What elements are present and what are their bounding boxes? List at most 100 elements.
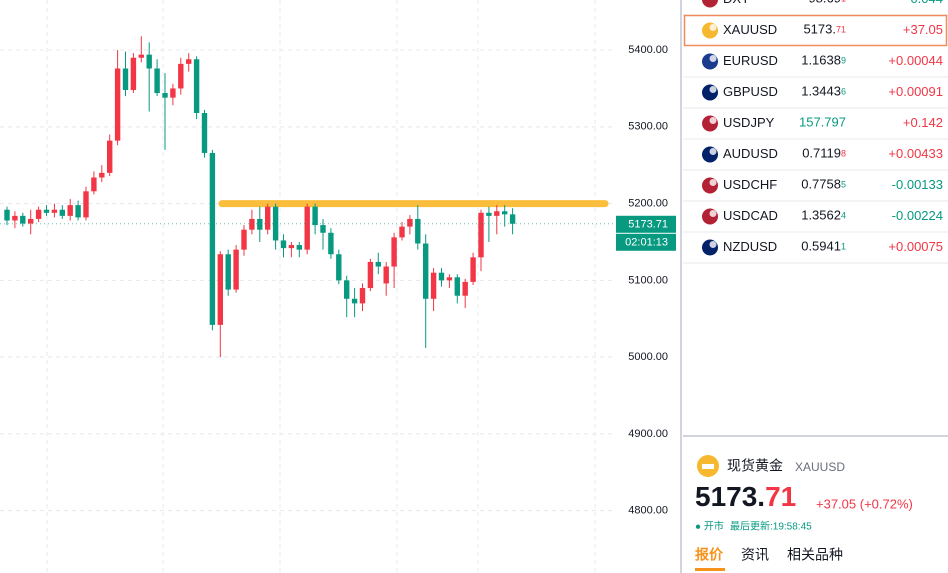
price-tail: 4 <box>841 211 846 221</box>
candle-body <box>509 214 516 224</box>
change: -0.044 <box>906 0 943 6</box>
flag-icon-inner <box>709 179 717 186</box>
watchlist-row[interactable]: EURUSD 1.16389 +0.00044 <box>683 53 948 78</box>
candle-body <box>304 206 310 250</box>
change: +0.00075 <box>888 239 943 254</box>
candle-body <box>43 209 50 213</box>
watchlist-row[interactable]: AUDUSD 0.71198 +0.00433 <box>683 146 948 171</box>
change: +37.05 <box>903 22 943 37</box>
candle-body <box>415 218 421 244</box>
price-tail: 1 <box>841 0 846 4</box>
candle-body <box>399 226 405 238</box>
candle-body <box>28 218 34 224</box>
price-main: 0.7758 <box>801 177 841 192</box>
price: 0.71198 <box>802 146 846 161</box>
symbol: XAUUSD <box>723 22 777 37</box>
last-price-label: 5173.71 <box>628 219 668 231</box>
candle-body <box>407 218 413 227</box>
candle-body <box>336 254 342 281</box>
price: 0.59411 <box>801 239 846 254</box>
watchlist-row[interactable]: USDCHF 0.77585 -0.00133 <box>683 177 948 202</box>
symbol: USDCAD <box>723 208 778 223</box>
candle-body <box>257 218 263 230</box>
instrument-symbol: XAUUSD <box>795 460 845 474</box>
tab[interactable]: 相关品种 <box>787 547 843 563</box>
candle-body <box>241 229 247 250</box>
candle-body <box>296 245 302 250</box>
price: 157.797 <box>799 115 846 130</box>
flag-icon <box>702 53 718 70</box>
detail-price: 5173.71 <box>695 481 796 512</box>
tab[interactable]: 报价 <box>695 547 724 563</box>
candle-body <box>20 215 26 224</box>
price: 0.77585 <box>801 177 846 192</box>
candle-body <box>470 257 476 282</box>
candle-body <box>359 288 366 304</box>
watchlist-row[interactable]: USDJPY 157.797 +0.142 <box>683 115 948 140</box>
flag-icon <box>702 146 718 163</box>
candle-body <box>75 205 81 218</box>
price-main: 157.797 <box>799 115 846 130</box>
price-main: 98.69 <box>808 0 841 6</box>
candle-body <box>217 254 223 325</box>
flag-icon <box>702 115 718 132</box>
change: -0.00133 <box>892 177 943 192</box>
y-tick-label: 5300.00 <box>628 121 668 133</box>
flag-icon <box>702 177 718 194</box>
candle-body <box>328 232 334 255</box>
change: +0.142 <box>903 115 943 130</box>
candle-body <box>209 152 216 325</box>
flag-icon-inner <box>709 210 717 217</box>
flag-icon <box>702 22 718 39</box>
candle-body <box>265 206 271 230</box>
candle-body <box>233 249 239 290</box>
tab[interactable]: 资讯 <box>741 547 769 563</box>
change: +0.00044 <box>888 53 943 68</box>
candle-body <box>494 211 500 216</box>
price-tail: 71 <box>765 481 796 512</box>
candle-body <box>170 88 176 98</box>
gold-icon-bar <box>702 464 714 469</box>
y-tick-label: 5100.00 <box>628 274 668 286</box>
change: +0.00433 <box>888 146 943 161</box>
y-tick-label: 4900.00 <box>628 428 668 440</box>
symbol: DXY <box>723 0 750 6</box>
candle-body <box>249 218 255 230</box>
flag-icon-inner <box>709 24 717 31</box>
last-price-box <box>616 215 676 233</box>
instrument-name: 现货黄金 <box>727 458 783 474</box>
flag-icon <box>702 239 718 256</box>
watchlist-row[interactable]: XAUUSD 5173.71 +37.05 <box>683 14 948 47</box>
candle-body <box>35 209 42 219</box>
candle-body <box>478 212 484 258</box>
price-tail: 9 <box>841 56 846 66</box>
candle-body <box>83 191 89 218</box>
detail-change: +37.05 (+0.72%) <box>816 496 913 511</box>
watchlist-row[interactable]: GBPUSD 1.34436 +0.00091 <box>683 84 948 109</box>
y-tick-label: 5000.00 <box>628 351 668 363</box>
candle-body <box>186 59 192 64</box>
candle-body <box>288 245 295 249</box>
flag-icon-inner <box>709 86 717 93</box>
last-update: 最后更新:19:58:45 <box>730 520 812 533</box>
candle-body <box>59 209 65 216</box>
watchlist-row[interactable]: USDCAD 1.35624 -0.00224 <box>683 208 948 233</box>
flag-icon-inner <box>709 55 717 62</box>
candle-body <box>193 59 200 114</box>
candle-body <box>280 240 287 249</box>
price-tail: 5 <box>841 180 846 190</box>
change: -0.00224 <box>892 208 943 223</box>
flag-icon-inner <box>709 148 717 155</box>
price: 1.34436 <box>801 84 846 99</box>
candle-body <box>351 298 358 304</box>
candle-body <box>454 277 460 296</box>
candle-body <box>67 205 73 216</box>
candle-body <box>225 254 231 290</box>
flag-icon <box>702 84 718 101</box>
watchlist-row[interactable]: NZDUSD 0.59411 +0.00075 <box>683 239 948 264</box>
candle-body <box>391 237 397 267</box>
countdown-box <box>616 233 676 251</box>
price-main: 5173. <box>803 22 836 37</box>
